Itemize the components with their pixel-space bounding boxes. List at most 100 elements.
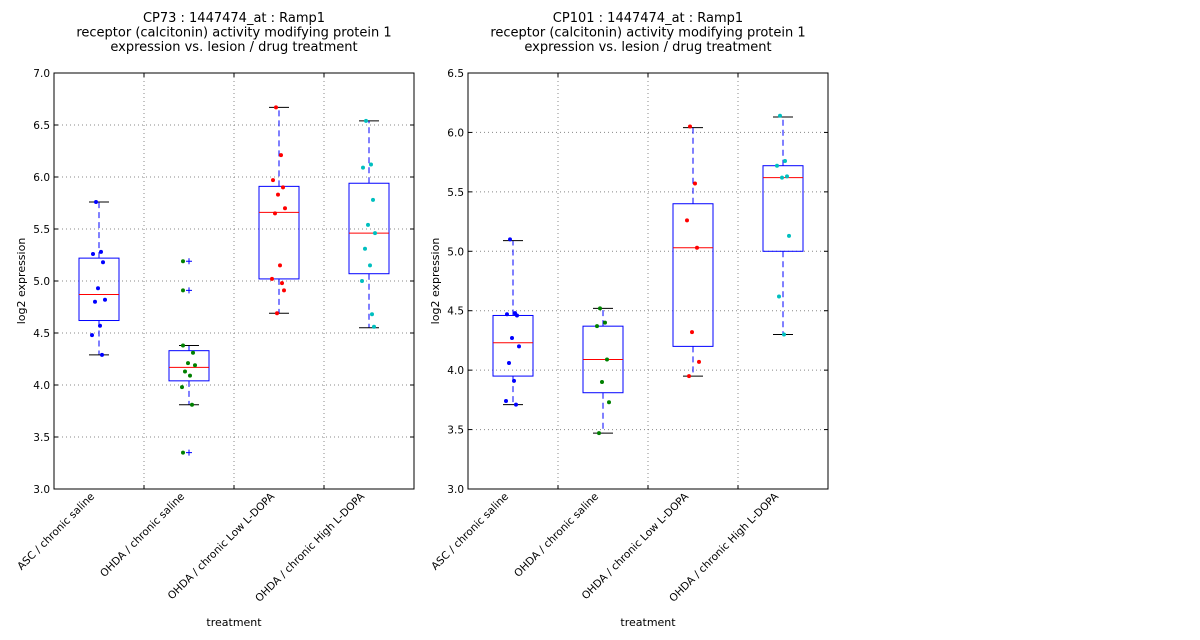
data-point — [271, 178, 275, 183]
y-tick-label: 3.0 — [33, 484, 50, 496]
y-tick-label: 3.5 — [33, 432, 50, 444]
data-point — [180, 385, 184, 390]
data-point — [273, 211, 277, 216]
data-point — [278, 263, 282, 268]
data-point — [90, 333, 94, 338]
box-iqr — [258, 185, 300, 280]
data-point — [371, 197, 375, 202]
box-group — [168, 258, 210, 456]
data-point — [598, 306, 602, 311]
plot-frame — [53, 72, 415, 490]
data-point — [91, 251, 95, 256]
data-point — [505, 312, 509, 317]
outlier-marker — [186, 287, 192, 294]
outlier-marker — [186, 449, 192, 456]
data-point — [783, 158, 787, 163]
box-group — [672, 124, 714, 379]
box-group — [492, 237, 534, 407]
data-point — [515, 313, 519, 318]
data-point — [693, 181, 697, 186]
box-group — [258, 105, 300, 316]
plot-frame — [467, 72, 829, 490]
data-point — [605, 357, 609, 362]
data-point — [787, 233, 791, 238]
box-iqr — [348, 182, 390, 275]
data-point — [191, 350, 195, 355]
data-point — [275, 311, 279, 316]
data-point — [100, 352, 104, 357]
outlier-marker — [186, 258, 192, 265]
data-point — [514, 402, 518, 407]
data-point — [370, 312, 374, 317]
box-iqr — [168, 350, 210, 382]
data-point — [276, 192, 280, 197]
data-point — [607, 400, 611, 405]
y-tick-label: 5.0 — [33, 276, 50, 288]
data-point — [93, 299, 97, 304]
data-point — [186, 361, 190, 366]
y-tick-label: 4.0 — [33, 380, 50, 392]
data-point — [94, 199, 98, 204]
data-point — [190, 402, 194, 407]
box-iqr — [78, 257, 120, 322]
data-point — [99, 249, 103, 254]
data-point — [183, 369, 187, 374]
data-point — [697, 359, 701, 364]
y-tick-label: 3.5 — [447, 425, 464, 437]
data-point — [270, 276, 274, 281]
chart-title-line: receptor (calcitonin) activity modifying… — [76, 26, 391, 41]
x-tick-label: ASC / chronic saline — [429, 491, 511, 573]
data-point — [695, 245, 699, 250]
y-tick-label: 4.5 — [33, 328, 50, 340]
box-group — [762, 113, 804, 337]
data-point — [595, 324, 599, 329]
data-point — [360, 279, 364, 283]
y-tick-label: 6.0 — [447, 127, 464, 139]
x-tick-label: OHDA / chronic saline — [98, 491, 187, 580]
data-point — [685, 218, 689, 223]
y-axis-label: log2 expression — [15, 238, 28, 325]
box-iqr — [672, 203, 714, 347]
data-point — [193, 363, 197, 368]
data-point — [778, 113, 782, 118]
chart-title-line: CP101 : 1447474_at : Ramp1 — [553, 11, 743, 26]
data-point — [188, 373, 192, 378]
y-tick-label: 5.5 — [33, 224, 50, 236]
box-iqr — [492, 314, 534, 377]
x-tick-label: OHDA / chronic Low L-DOPA — [166, 490, 278, 602]
data-point — [507, 361, 511, 366]
data-point — [512, 378, 516, 383]
data-point — [777, 294, 781, 299]
chart-title-line: expression vs. lesion / drug treatment — [110, 40, 357, 55]
box-iqr — [762, 165, 804, 252]
chart-title-line: receptor (calcitonin) activity modifying… — [490, 26, 805, 41]
data-point — [366, 222, 370, 227]
box-group — [582, 306, 624, 436]
chart-title-line: expression vs. lesion / drug treatment — [524, 40, 771, 55]
y-tick-label: 3.0 — [447, 484, 464, 496]
box-group — [78, 199, 120, 357]
data-point — [281, 185, 285, 190]
data-point — [364, 118, 368, 123]
x-tick-label: ASC / chronic saline — [15, 491, 97, 573]
data-point — [690, 330, 694, 335]
x-axis-label: treatment — [206, 616, 262, 629]
data-point — [372, 324, 376, 329]
data-point — [603, 320, 607, 325]
data-point — [181, 450, 185, 455]
x-tick-label: OHDA / chronic Low L-DOPA — [580, 490, 692, 602]
y-tick-label: 4.5 — [447, 306, 464, 318]
data-point — [504, 399, 508, 404]
data-point — [283, 206, 287, 211]
data-point — [687, 374, 691, 379]
x-axis-label: treatment — [620, 616, 676, 629]
data-point — [103, 297, 107, 302]
data-point — [368, 263, 372, 268]
y-axis-label: log2 expression — [429, 238, 442, 325]
y-tick-label: 6.5 — [447, 68, 464, 80]
data-point — [373, 231, 377, 236]
data-point — [363, 246, 367, 251]
